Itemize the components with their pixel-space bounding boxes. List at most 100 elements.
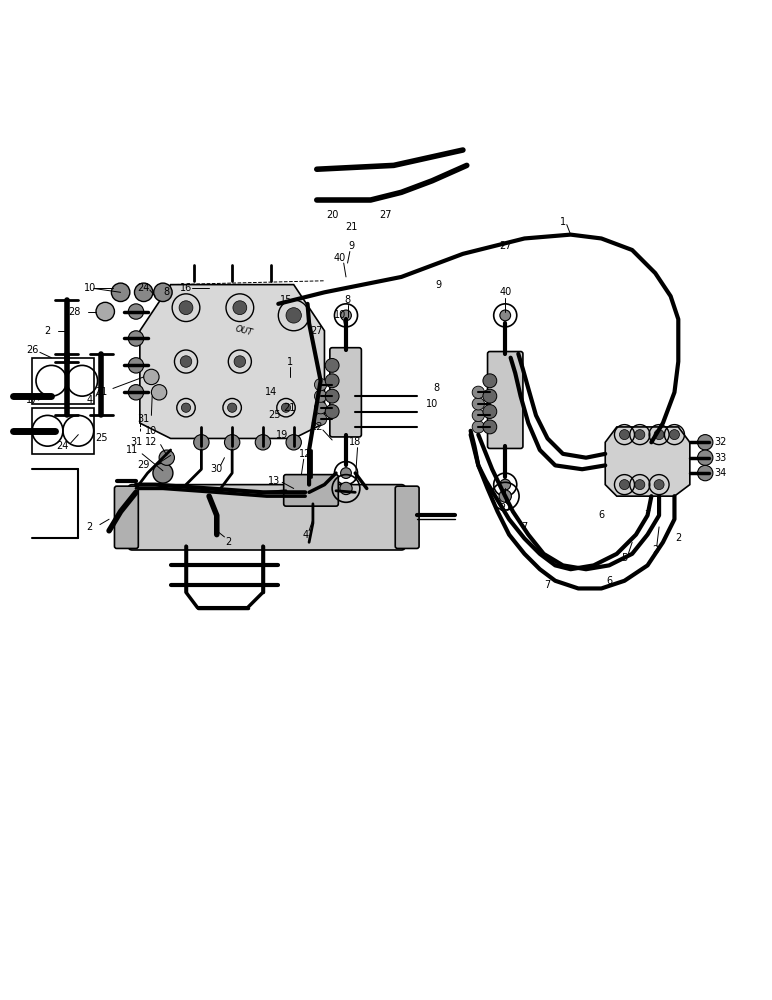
Text: 12: 12 [145,437,157,447]
Circle shape [499,310,510,321]
Text: 21: 21 [283,403,296,413]
Circle shape [635,480,645,490]
Circle shape [483,405,496,418]
Circle shape [325,374,339,388]
Circle shape [472,386,485,398]
Circle shape [256,435,271,450]
Circle shape [314,390,327,402]
Circle shape [128,385,144,400]
Text: 1: 1 [286,357,293,367]
Circle shape [472,421,485,433]
Text: 31: 31 [137,414,150,424]
Text: 14: 14 [265,387,276,397]
Text: 2: 2 [676,533,682,543]
Text: 29: 29 [137,460,150,470]
Circle shape [698,450,713,465]
Circle shape [325,358,339,372]
Circle shape [233,301,247,315]
Circle shape [134,283,153,302]
Text: 10: 10 [334,310,346,320]
Text: 27: 27 [310,326,323,336]
Circle shape [228,403,237,412]
Text: 24: 24 [137,283,150,293]
Circle shape [128,331,144,346]
Text: 7: 7 [544,580,550,590]
Polygon shape [140,285,324,438]
Circle shape [499,479,510,490]
Circle shape [225,435,240,450]
Text: 17: 17 [26,395,39,405]
Text: 31: 31 [130,437,142,447]
Text: 8: 8 [433,383,439,393]
Text: 28: 28 [68,307,80,317]
Circle shape [698,435,713,450]
Text: 16: 16 [180,283,192,293]
Text: 30: 30 [211,464,223,474]
FancyBboxPatch shape [114,486,138,548]
Text: 9: 9 [435,280,442,290]
Text: 12: 12 [299,449,311,459]
Text: 1: 1 [560,217,566,227]
Text: 8: 8 [344,295,350,305]
Circle shape [297,477,313,492]
Text: 2: 2 [225,537,232,547]
Text: 27: 27 [499,241,512,251]
Text: 15: 15 [279,295,292,305]
Polygon shape [605,427,690,496]
Text: 10: 10 [426,399,438,409]
Text: 20: 20 [326,210,338,220]
Text: 27: 27 [380,210,392,220]
FancyBboxPatch shape [128,485,405,550]
Text: 2: 2 [652,545,659,555]
Circle shape [499,490,511,502]
Text: 11: 11 [126,445,138,455]
Text: 22: 22 [310,422,323,432]
Text: 33: 33 [715,453,726,463]
Text: 10: 10 [83,283,96,293]
Circle shape [340,310,351,321]
Circle shape [698,465,713,481]
Text: 6: 6 [598,510,604,520]
Circle shape [234,356,245,367]
Circle shape [314,402,327,414]
Circle shape [325,405,339,418]
Text: 24: 24 [56,441,69,451]
Circle shape [154,283,172,302]
Text: 9: 9 [348,241,354,251]
Circle shape [96,302,114,321]
Circle shape [194,435,209,450]
Circle shape [669,430,679,440]
Circle shape [472,398,485,410]
Circle shape [128,304,144,319]
Circle shape [128,358,144,373]
Text: 6: 6 [606,576,612,586]
Circle shape [483,389,496,403]
Circle shape [472,409,485,422]
Text: 18: 18 [349,437,361,447]
Text: 4: 4 [302,530,308,540]
Circle shape [111,283,130,302]
Text: 31: 31 [95,387,107,397]
Text: 7: 7 [645,510,651,520]
Text: 19: 19 [276,430,288,440]
Circle shape [286,308,301,323]
FancyBboxPatch shape [395,486,419,548]
Text: 2: 2 [45,326,51,336]
Circle shape [635,430,645,440]
Text: 2: 2 [86,522,93,532]
Circle shape [654,480,664,490]
Circle shape [179,301,193,315]
Circle shape [159,450,174,465]
Circle shape [619,430,629,440]
Text: 32: 32 [714,437,726,447]
FancyBboxPatch shape [488,352,523,448]
Text: 34: 34 [715,468,726,478]
Circle shape [340,468,351,478]
Circle shape [301,477,317,492]
Text: 26: 26 [26,345,39,355]
Circle shape [153,463,173,483]
Text: 4: 4 [86,395,93,405]
Circle shape [181,403,191,412]
Text: 40: 40 [499,287,511,297]
Text: 10: 10 [145,426,157,436]
